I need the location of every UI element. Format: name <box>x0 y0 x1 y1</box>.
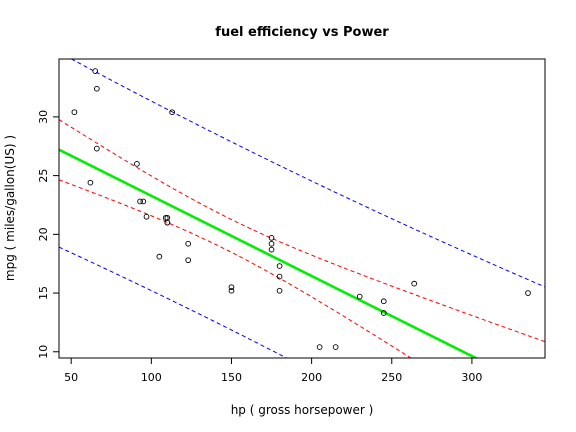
regression-line-group <box>59 150 545 393</box>
data-point <box>229 288 234 293</box>
data-point <box>357 294 362 299</box>
x-tick-label: 250 <box>381 371 402 384</box>
regression-line <box>59 150 545 393</box>
prediction-band-upper <box>59 52 545 287</box>
confidence-band-lower <box>59 180 545 432</box>
data-point <box>165 220 170 225</box>
y-tick-label: 15 <box>37 286 50 300</box>
x-tick-label: 100 <box>141 371 162 384</box>
x-tick-label: 200 <box>301 371 322 384</box>
y-tick-label: 10 <box>37 345 50 359</box>
data-point <box>72 110 77 115</box>
plot-area-frame <box>59 59 545 358</box>
data-point <box>141 199 146 204</box>
x-tick-label: 150 <box>221 371 242 384</box>
y-axis: 10 15 20 25 30 <box>37 110 59 359</box>
data-point <box>94 146 99 151</box>
data-point <box>94 86 99 91</box>
data-points <box>72 69 530 350</box>
y-tick-label: 20 <box>37 227 50 241</box>
data-point <box>269 247 274 252</box>
data-point <box>277 288 282 293</box>
data-point <box>144 214 149 219</box>
data-point <box>333 345 338 350</box>
x-tick-label: 300 <box>461 371 482 384</box>
x-axis: 50 100 150 200 250 300 <box>64 358 482 384</box>
x-tick-label: 50 <box>64 371 78 384</box>
data-point <box>186 241 191 246</box>
data-point <box>93 69 98 74</box>
chart-title: fuel efficiency vs Power <box>215 25 389 40</box>
data-point <box>88 180 93 185</box>
confidence-band-upper <box>59 120 545 342</box>
data-point <box>277 264 282 269</box>
data-point <box>269 241 274 246</box>
data-point <box>412 281 417 286</box>
data-point <box>135 161 140 166</box>
data-point <box>381 299 386 304</box>
data-point <box>526 291 531 296</box>
x-axis-label: hp ( gross horsepower ) <box>231 403 374 417</box>
data-point <box>157 254 162 259</box>
y-tick-label: 30 <box>37 110 50 124</box>
data-point <box>317 345 322 350</box>
y-axis-label: mpg ( miles/gallon(US) ) <box>3 135 17 281</box>
data-point <box>186 258 191 263</box>
y-tick-label: 25 <box>37 169 50 183</box>
